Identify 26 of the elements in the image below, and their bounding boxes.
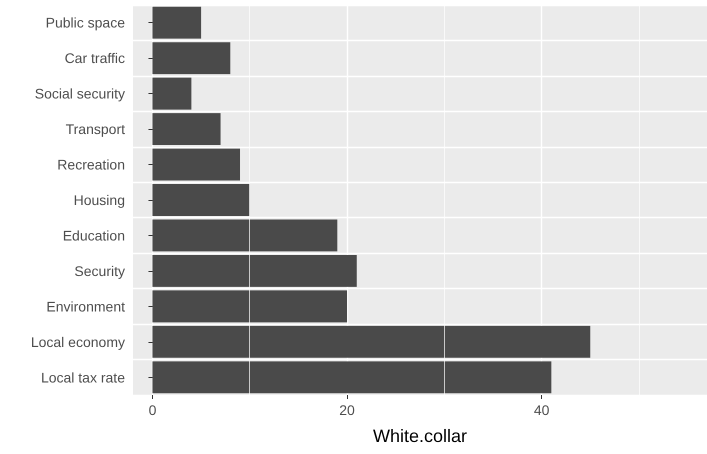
bar [152,113,221,146]
y-tick-label: Housing [74,192,125,208]
y-tick-label: Car traffic [64,50,125,66]
x-tick-label: 40 [534,402,550,418]
bar [152,148,240,180]
bar [152,78,192,110]
bar [152,254,357,287]
bar [152,361,552,394]
y-tick-label: Local tax rate [40,369,126,386]
bar [152,326,590,358]
bar [152,184,250,216]
y-tick-label: Education [62,227,125,244]
x-axis-title: White.collar [372,426,468,446]
x-tick-label: 0 [148,402,157,418]
y-tick-label: Security [74,262,125,279]
y-tick-label: Transport [66,121,126,138]
y-tick-label: Public space [46,14,126,31]
y-tick-label: Local economy [30,334,125,350]
bar [152,220,338,252]
y-tick-label: Social security [34,86,125,102]
bar [152,6,202,39]
y-tick-label: Recreation [57,156,125,173]
y-tick-label: Environment [46,298,126,314]
x-tick-label: 20 [339,402,356,418]
bar [152,290,348,322]
bar [152,42,230,74]
